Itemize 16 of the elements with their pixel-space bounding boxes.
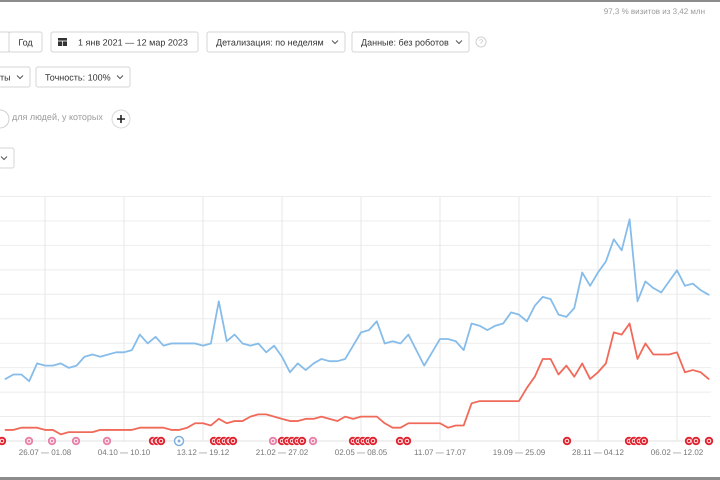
x-tick-label: 28.11 — 04.12: [572, 448, 624, 457]
button: 1 янв 2021 — 12 мар 2023: [50, 32, 198, 52]
dropdown-button: Детализация: по неделям: [206, 32, 346, 52]
x-tick-label: 26.07 — 01.08: [18, 448, 72, 457]
x-tick-label: 04.10 — 10.10: [98, 448, 151, 457]
x-tick-label: 21.02 — 27.02: [256, 448, 309, 457]
x-tick-label: 19.09 — 25.09: [492, 448, 546, 457]
x-tick-label: 13.12 — 19.12: [176, 448, 230, 457]
text: для людей, у которых: [12, 112, 104, 122]
x-tick-label: 02.05 — 08.05: [334, 448, 388, 457]
dropdown-button: Данные: без роботов: [352, 32, 470, 52]
dropdown-button: ты: [0, 66, 30, 88]
x-tick-label: 11.07 — 17.07: [414, 448, 466, 457]
text: 97,3 % визитов из 3,42 млн: [604, 7, 705, 16]
dropdown-button: Точность: 100%: [36, 66, 130, 88]
x-tick-label: 06.02 — 12.02: [650, 448, 704, 457]
